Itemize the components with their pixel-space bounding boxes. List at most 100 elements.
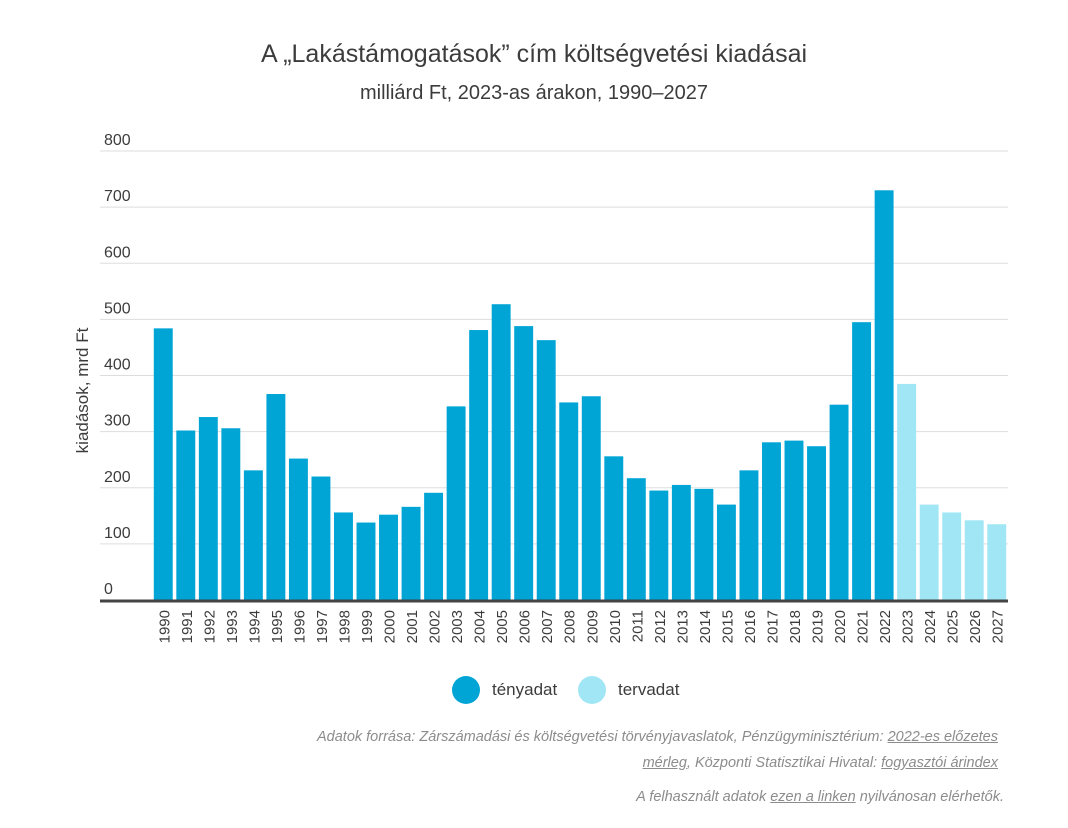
x-axis-ticks: 1990 1991 1992 1993 1994 1995 1996 1997 1998 1999… xyxy=(156,610,1006,643)
bar-1999 xyxy=(356,522,376,600)
x-tick-label: 2015 xyxy=(719,610,736,643)
bar-2022 xyxy=(874,190,894,600)
bar-2000 xyxy=(379,514,398,600)
bar-2008 xyxy=(559,402,579,600)
source-middle: , Központi Statisztikai Hivatal: xyxy=(686,755,882,771)
bar-2023 xyxy=(897,383,917,600)
x-tick-label: 1993 xyxy=(224,610,241,643)
bar-2005 xyxy=(491,304,511,600)
x-tick-label: 1995 xyxy=(269,610,286,643)
x-tick-label: 2001 xyxy=(404,610,421,643)
x-tick-label: 2013 xyxy=(674,610,691,643)
y-tick-label: 400 xyxy=(104,357,131,374)
bar-2002 xyxy=(424,492,444,600)
legend-label-actual: tényadat xyxy=(492,680,558,699)
bar-2020 xyxy=(829,404,849,600)
bar-1991 xyxy=(176,430,196,600)
chart-subtitle: milliárd Ft, 2023-as árakon, 1990–2027 xyxy=(360,82,708,104)
x-tick-label: 2019 xyxy=(810,610,827,643)
x-tick-label: 2008 xyxy=(562,610,579,643)
legend-item-actual: tényadat xyxy=(452,676,557,704)
y-tick-label: 200 xyxy=(104,469,131,486)
x-tick-label: 2004 xyxy=(472,610,489,643)
x-tick-label: 2027 xyxy=(990,610,1007,643)
x-tick-label: 2026 xyxy=(967,610,984,643)
bar-2026 xyxy=(964,520,984,600)
bar-2013 xyxy=(671,484,691,600)
x-tick-label: 2007 xyxy=(539,610,556,643)
x-tick-label: 1998 xyxy=(336,610,353,643)
bar-2025 xyxy=(942,512,962,600)
bar-1997 xyxy=(311,476,331,600)
x-tick-label: 1991 xyxy=(179,610,196,643)
link-2022-balance[interactable]: 2022-es előzetes mérleg xyxy=(642,729,998,771)
note-prefix: A felhasznált adatok xyxy=(636,789,771,805)
x-tick-label: 1992 xyxy=(201,610,218,643)
note-suffix: nyilvánosan elérhetők. xyxy=(855,789,1004,805)
x-tick-label: 2016 xyxy=(742,610,759,643)
bar-2003 xyxy=(446,406,466,600)
x-tick-label: 2021 xyxy=(855,610,872,643)
availability-note: A felhasznált adatok ezen a linken nyilv… xyxy=(284,789,1004,805)
x-tick-label: 2017 xyxy=(764,610,781,643)
link-cpi[interactable]: fogyasztói árindex xyxy=(881,755,998,771)
bar-2019 xyxy=(807,446,826,600)
y-tick-label: 800 xyxy=(104,132,131,149)
x-tick-label: 1996 xyxy=(291,610,308,643)
bar-2024 xyxy=(919,504,939,600)
bar-2017 xyxy=(762,442,781,600)
x-tick-label: 2020 xyxy=(832,610,849,643)
bar-2011 xyxy=(626,478,646,600)
x-tick-label: 2005 xyxy=(494,610,511,643)
x-tick-label: 1990 xyxy=(156,610,173,643)
x-tick-label: 2025 xyxy=(945,610,962,643)
bar-2027 xyxy=(987,524,1007,600)
y-tick-label: 0 xyxy=(104,581,113,598)
y-tick-label: 100 xyxy=(104,525,131,542)
x-tick-label: 1999 xyxy=(359,610,376,643)
bar-2021 xyxy=(852,322,872,600)
bar-2018 xyxy=(784,440,804,600)
bar-1992 xyxy=(198,417,218,600)
x-tick-label: 2000 xyxy=(382,610,399,643)
x-tick-label: 2002 xyxy=(427,610,444,643)
legend-item-planned: tervadat xyxy=(578,676,679,704)
legend-swatch-planned xyxy=(578,676,606,704)
bar-1994 xyxy=(243,470,263,600)
bar-1996 xyxy=(288,458,308,600)
legend: tényadat tervadat xyxy=(0,676,1068,708)
bar-2006 xyxy=(514,326,534,600)
x-tick-label: 2003 xyxy=(449,610,466,643)
bar-2001 xyxy=(401,506,421,600)
x-tick-label: 2010 xyxy=(607,610,624,643)
chart-title: A „Lakástámogatások” cím költségvetési k… xyxy=(260,40,808,68)
bars xyxy=(153,190,1007,600)
y-tick-label: 300 xyxy=(104,413,131,430)
x-tick-label: 1994 xyxy=(246,610,263,643)
bar-1998 xyxy=(334,512,353,600)
source-note: Adatok forrása: Zárszámadási és költségv… xyxy=(278,724,998,776)
y-axis-label: kiadások, mrd Ft xyxy=(73,327,92,453)
link-data[interactable]: ezen a linken xyxy=(770,789,856,805)
bar-1990 xyxy=(153,328,173,600)
x-tick-label: 2006 xyxy=(517,610,534,643)
bar-2007 xyxy=(536,340,556,600)
x-tick-label: 2011 xyxy=(629,610,646,642)
bar-2016 xyxy=(739,470,759,600)
bar-1995 xyxy=(266,394,286,600)
x-tick-label: 2014 xyxy=(697,610,714,643)
bar-2015 xyxy=(716,504,736,600)
bar-2012 xyxy=(649,490,669,600)
x-tick-label: 2024 xyxy=(922,610,939,643)
legend-swatch-actual xyxy=(452,676,480,704)
y-tick-label: 700 xyxy=(104,188,131,205)
x-tick-label: 2018 xyxy=(787,610,804,643)
bar-1993 xyxy=(221,428,241,600)
bar-2004 xyxy=(469,330,489,600)
x-tick-label: 1997 xyxy=(314,610,331,643)
bar-2010 xyxy=(604,456,624,600)
x-tick-label: 2023 xyxy=(900,610,917,643)
x-tick-label: 2022 xyxy=(877,610,894,643)
y-tick-label: 600 xyxy=(104,244,131,261)
